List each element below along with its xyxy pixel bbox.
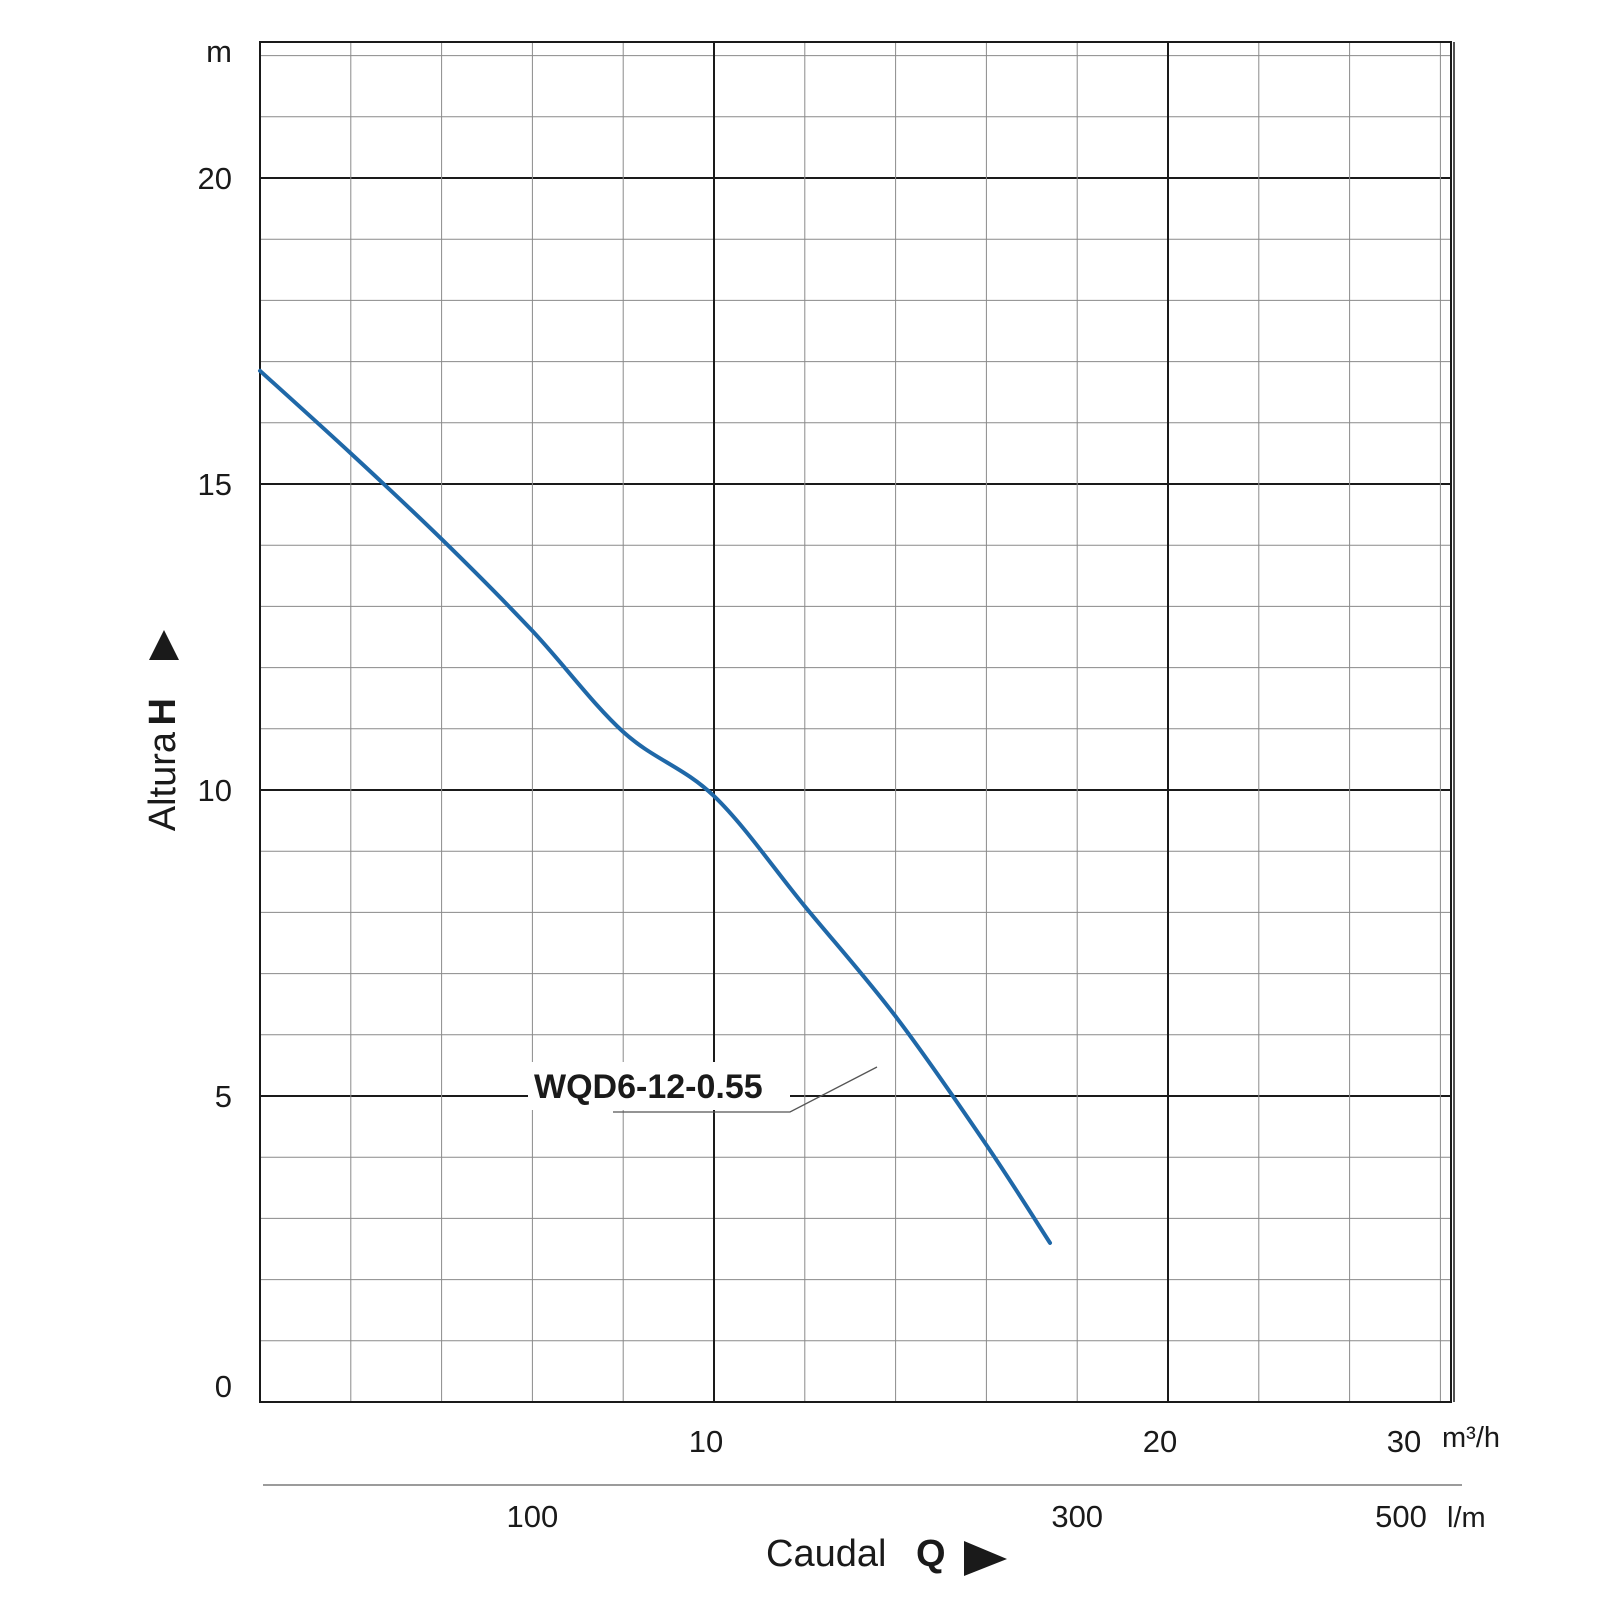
x-unit-label: m³/h (1442, 1422, 1500, 1454)
y-tick-labels: 0 5 10 15 20 (198, 161, 232, 1404)
x-tick-label: 20 (1143, 1424, 1177, 1459)
x-tick-labels: 10 20 30 (689, 1424, 1421, 1459)
x-axis-title: Caudal (766, 1533, 886, 1575)
y-tick-label: 20 (198, 161, 232, 196)
y-axis-symbol: H (142, 698, 184, 725)
plot-frame (259, 41, 1452, 1403)
grid (259, 42, 1451, 1403)
series-line (258, 368, 1052, 1245)
x-secondary-tick-label: 500 (1375, 1499, 1427, 1534)
x-tick-label: 10 (689, 1424, 723, 1459)
series-layer (258, 368, 1052, 1245)
series-label-backdrop (528, 1062, 790, 1110)
y-tick-label: 10 (198, 773, 232, 808)
x-secondary-unit-label: l/m (1447, 1502, 1486, 1534)
y-axis-title-text: Altura (142, 731, 184, 831)
y-arrow-icon (149, 630, 179, 660)
y-tick-label: 15 (198, 467, 232, 502)
y-tick-label: 5 (215, 1079, 232, 1114)
x-secondary-tick-labels: 100 300 500 (507, 1499, 1427, 1534)
series-leader-line (613, 1066, 878, 1113)
x-tick-label: 30 (1387, 1424, 1421, 1459)
x-secondary-tick-label: 300 (1051, 1499, 1103, 1534)
x-arrow-icon (964, 1541, 1007, 1576)
y-unit-label: m (206, 34, 232, 69)
x-axis-symbol: Q (916, 1533, 946, 1575)
y-axis-title: H Altura (142, 630, 184, 831)
series-label: WQD6-12-0.55 (534, 1068, 763, 1106)
x-secondary-tick-label: 100 (507, 1499, 559, 1534)
y-tick-label: 0 (215, 1369, 232, 1404)
